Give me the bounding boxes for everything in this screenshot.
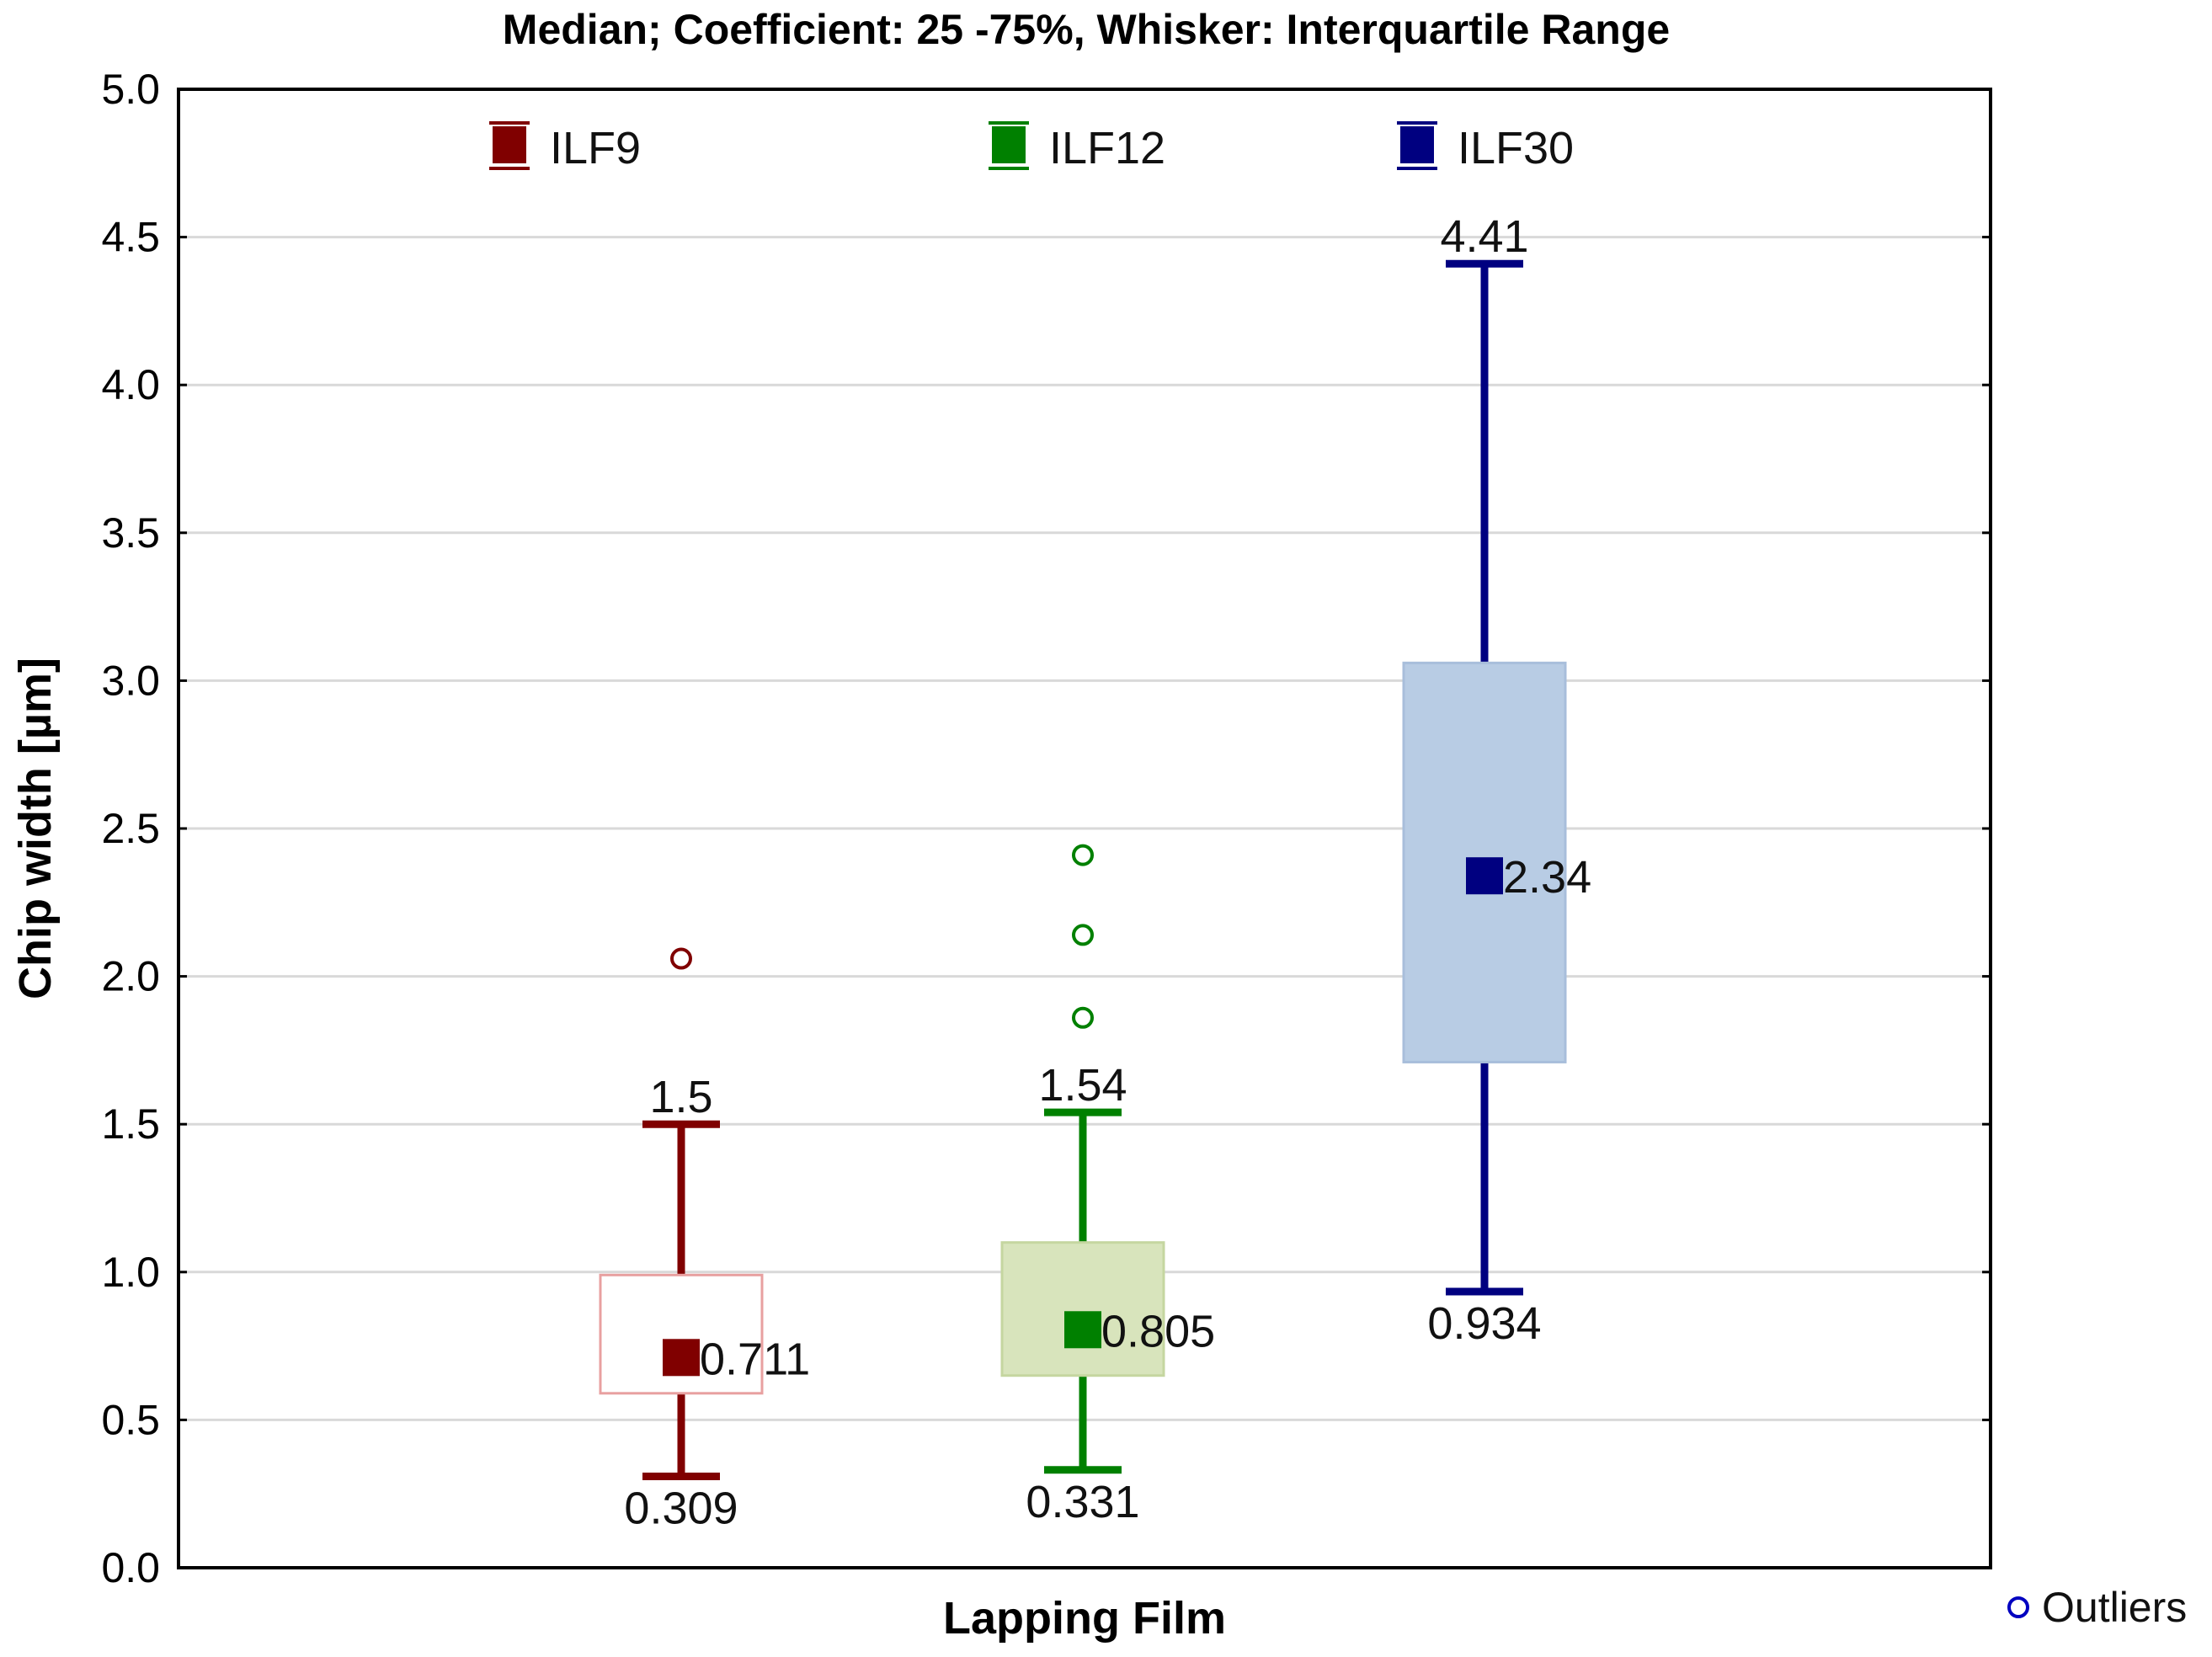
series-ilf9: 0.711 1.5 0.309 — [599, 947, 810, 1533]
legend-swatch — [1400, 126, 1434, 163]
whisker-low-label: 0.331 — [1026, 1477, 1139, 1527]
series-ilf30: 2.34 4.41 0.934 — [1402, 211, 1591, 1349]
whisker-low-label: 0.309 — [624, 1483, 738, 1533]
legend-swatch — [992, 126, 1026, 163]
gridlines — [179, 236, 1991, 1421]
median-label: 0.805 — [1101, 1306, 1215, 1356]
chart-title: Median; Coefficient: 25 -75%, Whisker: I… — [503, 6, 1670, 53]
y-tick-label: 1.5 — [101, 1100, 160, 1148]
y-tick-label: 4.0 — [101, 361, 160, 408]
median-label: 2.34 — [1503, 852, 1591, 903]
outlier-point — [670, 947, 692, 970]
whisker-high-label: 4.41 — [1440, 211, 1528, 262]
legend-item-ilf9: ILF9 — [489, 121, 641, 173]
y-tick-label: 0.0 — [101, 1544, 160, 1591]
median-marker — [1064, 1311, 1101, 1349]
y-tick-label: 5.0 — [101, 66, 160, 113]
legend-label: ILF9 — [550, 123, 641, 173]
median-marker — [1466, 857, 1503, 895]
outliers-legend: Outliers — [2007, 1584, 2187, 1631]
y-tick-label: 3.0 — [101, 657, 160, 704]
median-marker — [663, 1339, 700, 1377]
whisker-low-label: 0.934 — [1427, 1298, 1541, 1349]
y-tick-label: 3.5 — [101, 509, 160, 557]
x-axis-label: Lapping Film — [943, 1593, 1226, 1644]
whisker-high-label: 1.5 — [649, 1072, 712, 1122]
outlier-point — [1072, 924, 1094, 946]
y-axis-ticks: 0.0 0.5 1.0 1.5 2.0 2.5 3.0 3.5 4.0 4.5 5.0 — [101, 66, 1991, 1591]
whisker-high-label: 1.54 — [1038, 1060, 1127, 1111]
y-tick-label: 2.5 — [101, 805, 160, 852]
y-tick-label: 0.5 — [101, 1396, 160, 1443]
plot-frame — [177, 88, 1992, 1569]
y-tick-label: 2.0 — [101, 953, 160, 1000]
series-ilf12: 0.805 1.54 0.331 — [1000, 844, 1215, 1527]
outlier-legend-marker — [2007, 1596, 2029, 1618]
legend-item-ilf30: ILF30 — [1397, 121, 1574, 173]
box-series: 0.711 1.5 0.309 0.805 1.54 0.331 2.34 4.41 0.934 — [599, 211, 1591, 1533]
legend: ILF9 ILF12 ILF30 — [489, 121, 1574, 173]
legend-swatch — [493, 126, 526, 163]
y-tick-label: 1.0 — [101, 1249, 160, 1296]
legend-label: ILF12 — [1049, 123, 1165, 173]
y-axis-label: Chip width [µm] — [10, 658, 61, 999]
legend-item-ilf12: ILF12 — [989, 121, 1165, 173]
box-iqr — [1000, 1241, 1165, 1377]
legend-label: ILF30 — [1458, 123, 1574, 173]
outlier-point — [1072, 844, 1094, 866]
y-tick-label: 4.5 — [101, 214, 160, 261]
outliers-legend-label: Outliers — [2042, 1584, 2187, 1631]
outlier-point — [1072, 1006, 1094, 1029]
median-label: 0.711 — [700, 1334, 810, 1384]
